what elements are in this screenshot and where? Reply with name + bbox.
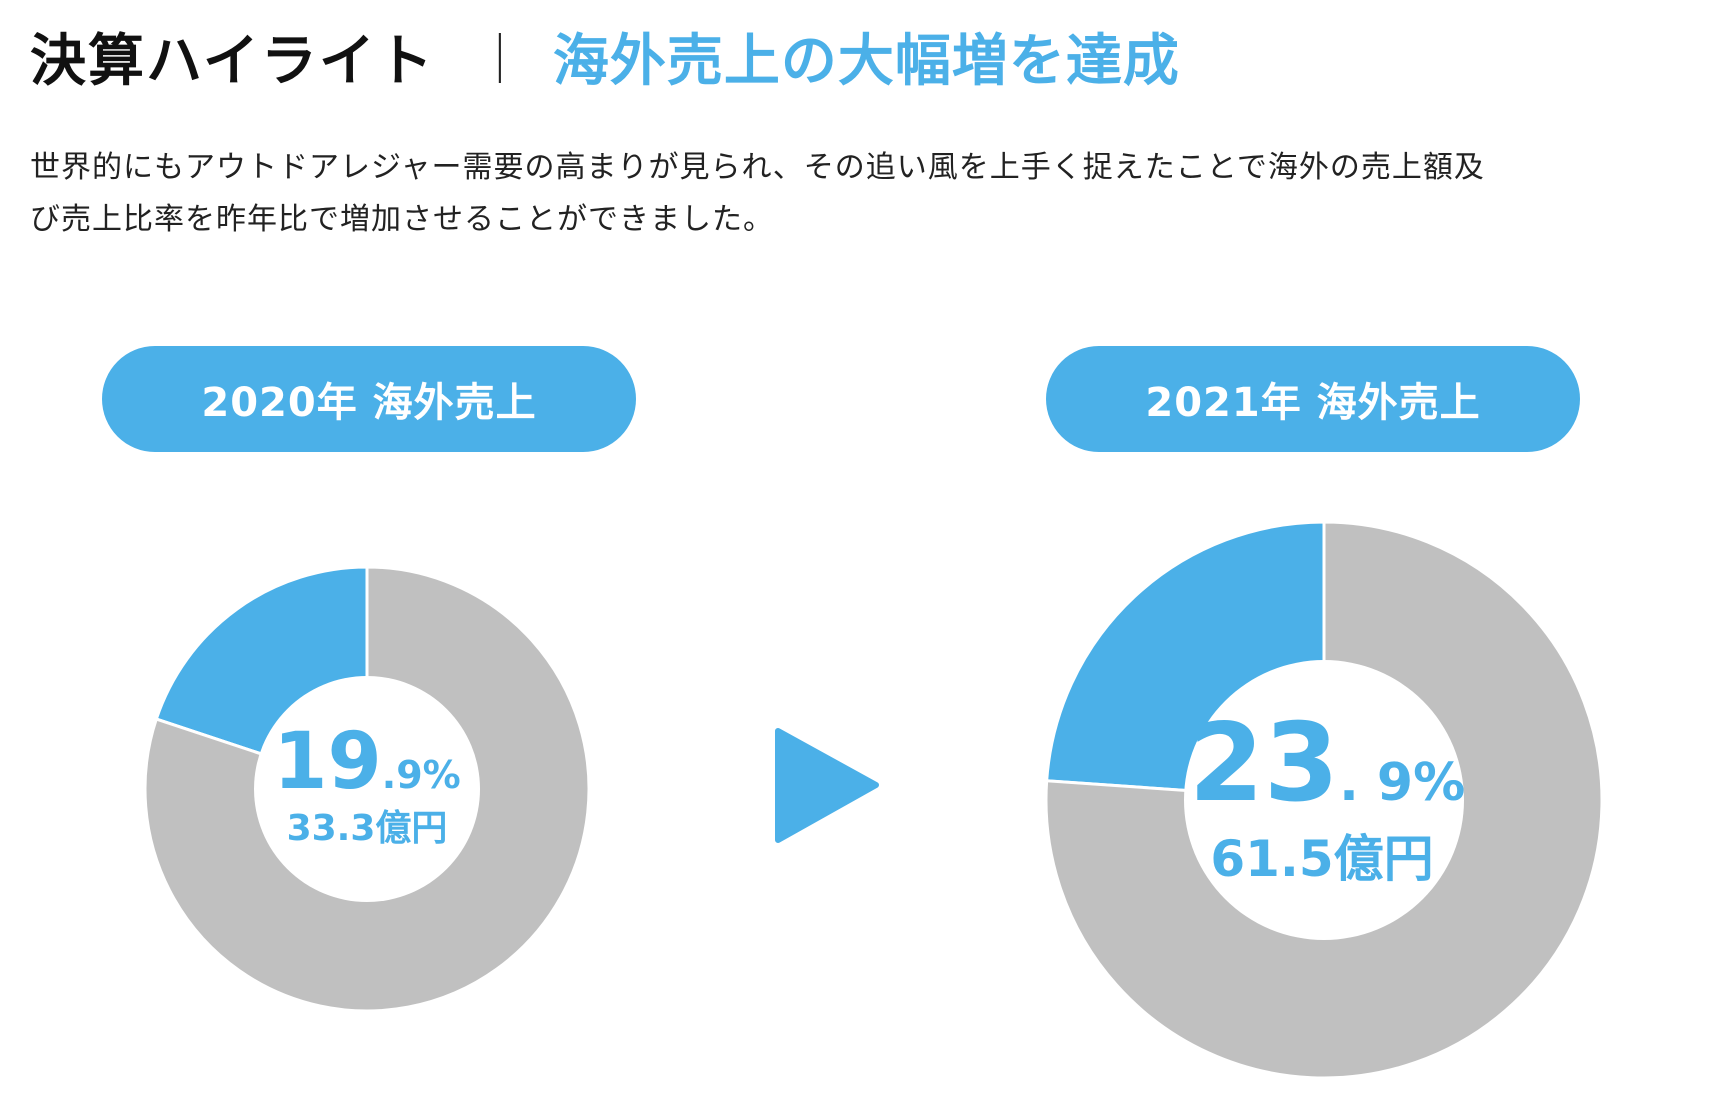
donut-chart-2020: [143, 565, 591, 1013]
page-title: 決算ハイライト: [30, 28, 435, 94]
center-percent-2021: 23. 9%: [1189, 701, 1465, 826]
center-amount-2020: 33.3億円: [287, 808, 448, 849]
lead-line-1: 世界的にもアウトドアレジャー需要の高まりが見られ、その追い風を上手く捉えたことで…: [30, 150, 1485, 185]
lead-line-2: び売上比率を昨年比で増加させることができました。: [30, 202, 774, 237]
title-separator: ｜: [474, 31, 525, 89]
lead-paragraph: 世界的にもアウトドアレジャー需要の高まりが見られ、その追い風を上手く捉えたことで…: [30, 142, 1709, 246]
center-amount-2021: 61.5億円: [1210, 830, 1433, 888]
donut-hole-2021: [1184, 660, 1464, 940]
page-subtitle: 海外売上の大幅増を達成: [552, 28, 1180, 94]
year-2020-label: 2020年 海外売上: [102, 346, 636, 452]
play-triangle-icon: [775, 728, 879, 843]
donut-hole-2020: [254, 676, 480, 902]
donut-chart-2021: [1044, 520, 1604, 1080]
center-percent-2020: 19.9%: [273, 717, 461, 807]
page-header: 決算ハイライト ｜ 海外売上の大幅増を達成: [30, 16, 1180, 96]
year-2021-label: 2021年 海外売上: [1046, 346, 1580, 452]
